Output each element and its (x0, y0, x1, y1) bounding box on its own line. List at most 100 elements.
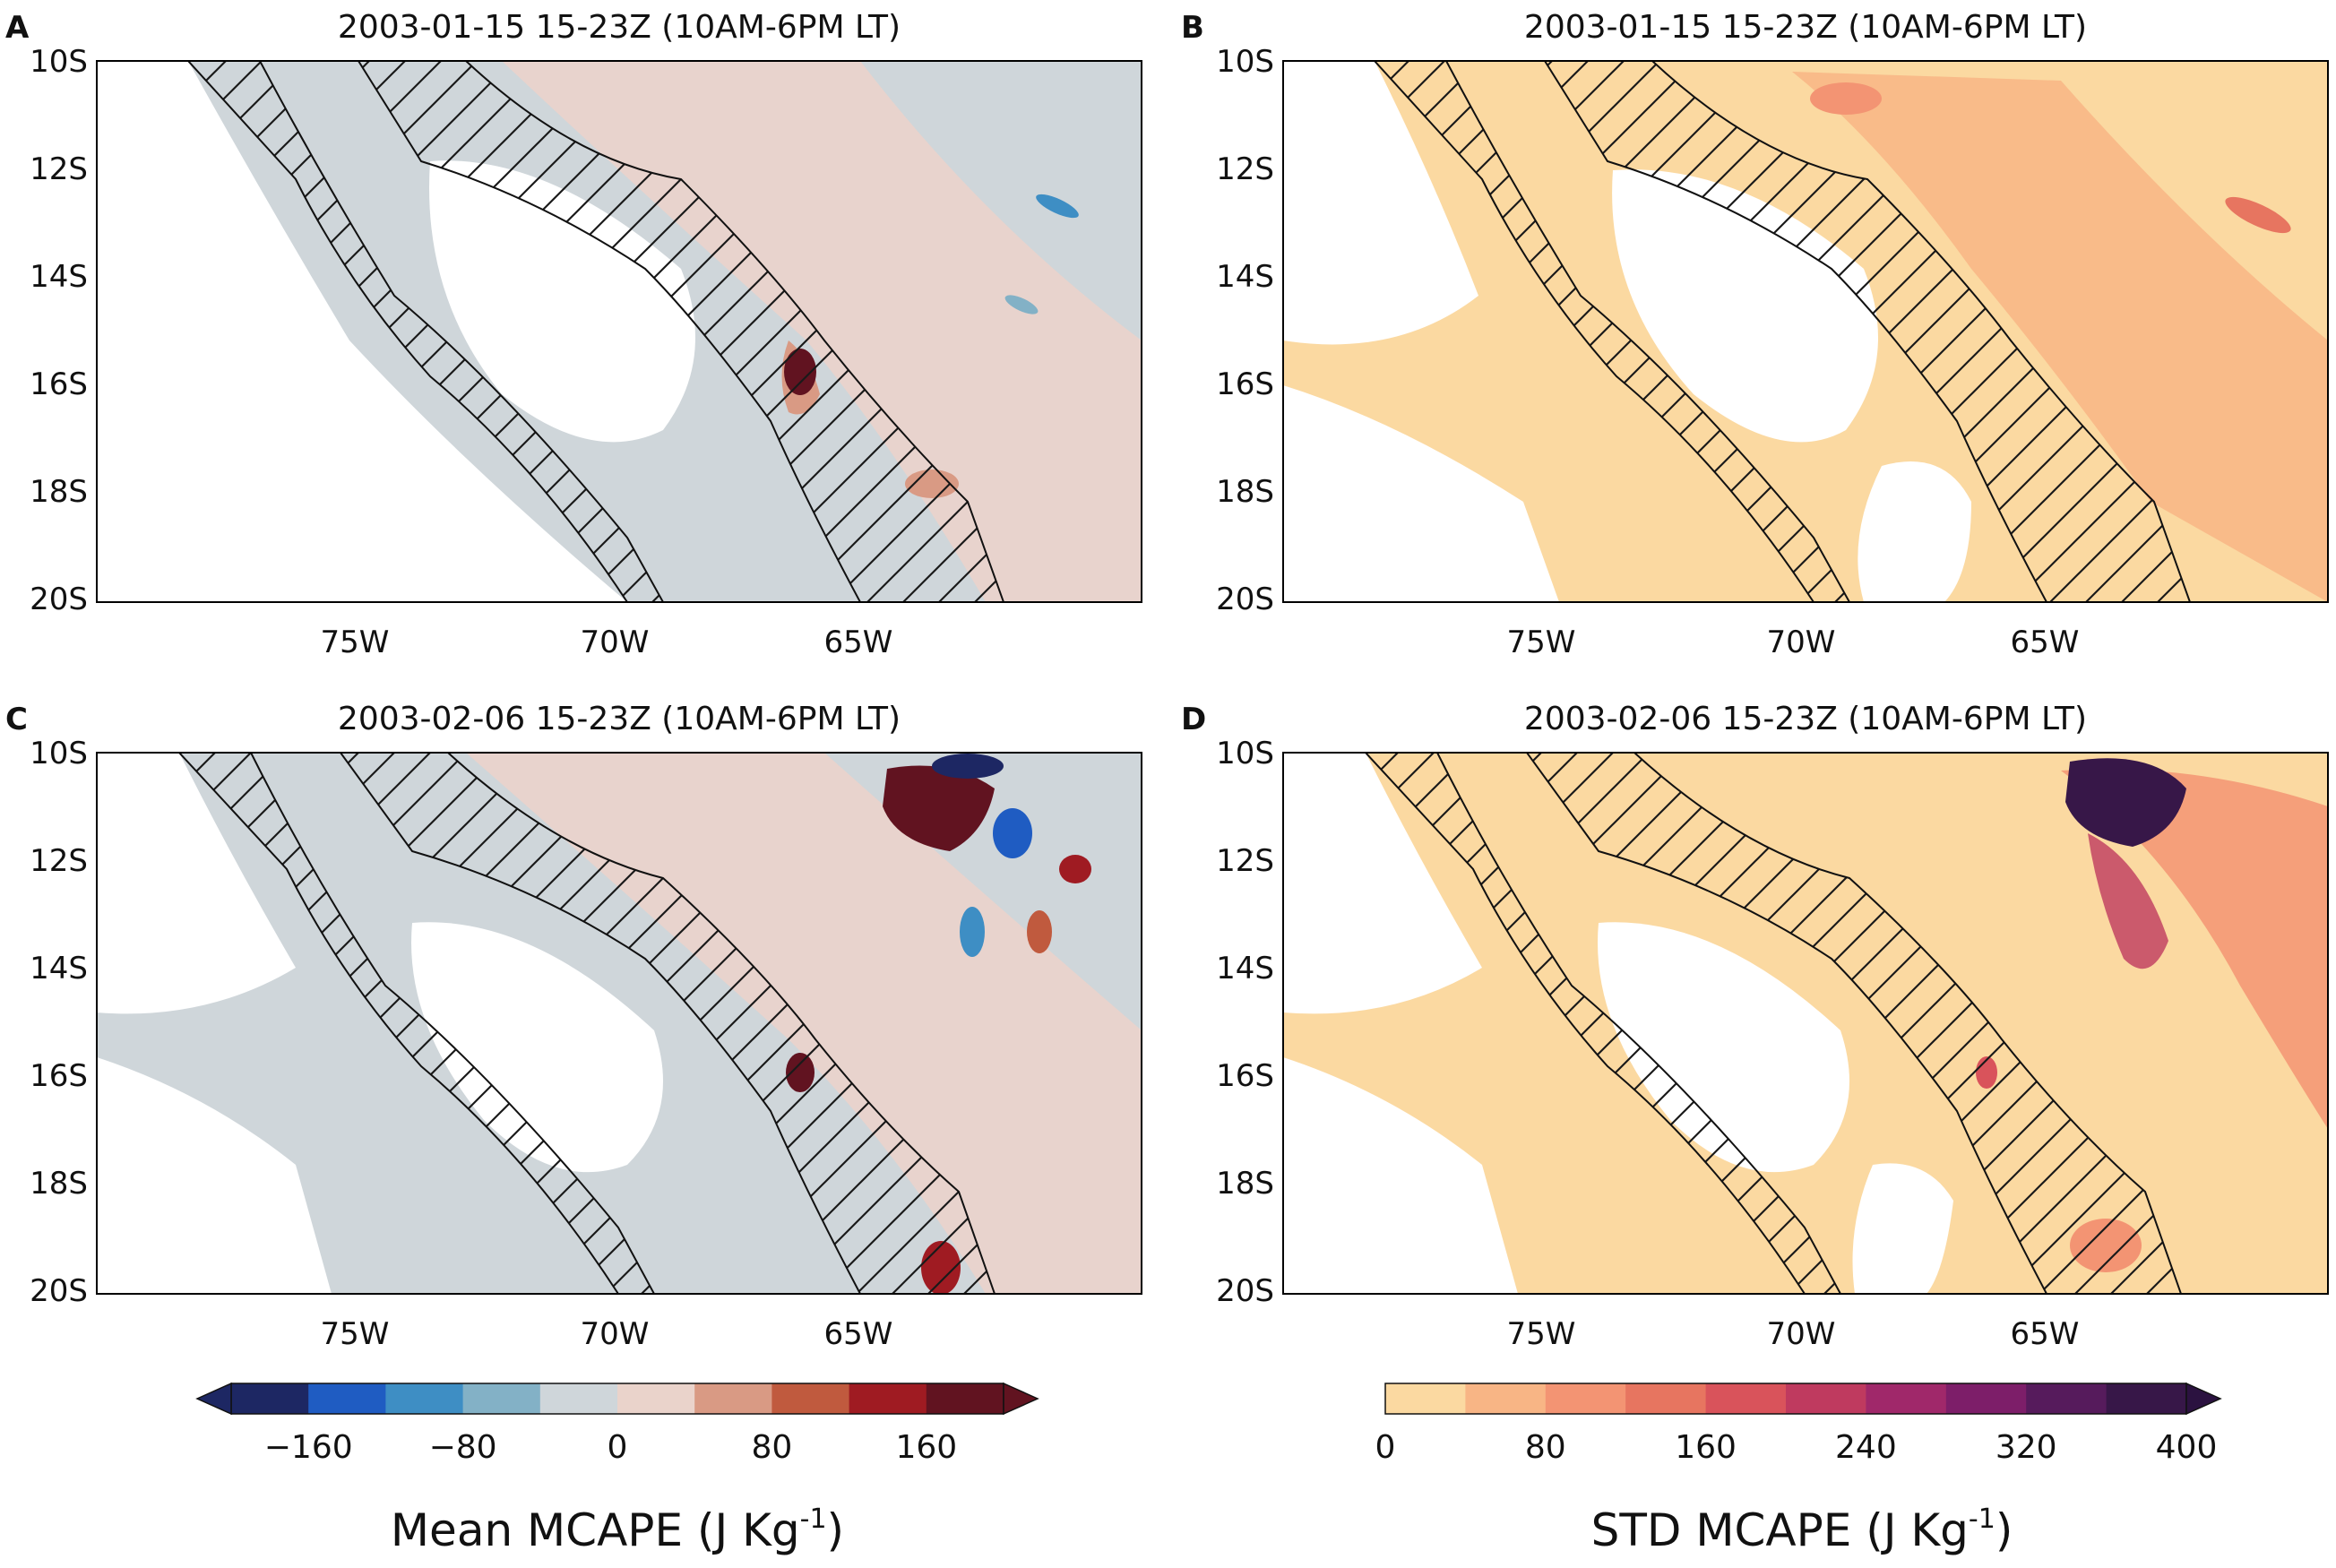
panel-a: A 2003-01-15 15-23Z (10AM-6PM LT) 10S 12… (5, 9, 1142, 660)
colorbar-swatch (2026, 1383, 2108, 1414)
lon-tick-label: 65W (2011, 1316, 2080, 1352)
missing-data-region (411, 922, 663, 1173)
lon-tick-label: 65W (824, 1316, 893, 1352)
lat-tick-label: 16S (30, 1058, 88, 1094)
lon-axis: 75W 70W 65W (321, 1316, 893, 1352)
lat-tick-label: 10S (30, 44, 88, 80)
anomaly-patch (1027, 910, 1052, 953)
lon-axis: 75W 70W 65W (321, 625, 893, 660)
colorbar-swatch (2106, 1383, 2187, 1414)
colorbar-tick-label: 160 (895, 1429, 957, 1466)
colorbar-swatch (231, 1383, 309, 1414)
map-frame (96, 60, 1142, 603)
colorbar-swatch (308, 1383, 386, 1414)
colorbar-tick-label: 400 (2156, 1429, 2218, 1466)
map-field (1283, 61, 2328, 602)
map-frame (1282, 752, 2329, 1295)
colorbar-swatch (1866, 1383, 1947, 1414)
colorbar-extend-high (1003, 1382, 1039, 1416)
andes-hatch (357, 61, 1005, 602)
lat-tick-label: 12S (1216, 843, 1274, 879)
colorbar-tick-label: −160 (264, 1429, 353, 1466)
andes-hatch (1525, 753, 2183, 1294)
lon-tick-label: 70W (581, 625, 650, 660)
colorbar-ticks: −160 −80 0 80 160 (264, 1429, 957, 1466)
lat-tick-label: 20S (1216, 1273, 1274, 1309)
negative-patch (993, 808, 1032, 858)
map-frame (1282, 60, 2329, 603)
lon-tick-label: 70W (1767, 1316, 1836, 1352)
lat-tick-label: 10S (30, 736, 88, 771)
missing-data-region (1852, 1163, 1953, 1294)
std-patch (2088, 833, 2168, 969)
negative-patch (1004, 295, 1039, 314)
colorbar-swatch (771, 1383, 850, 1414)
negative-patch (932, 754, 1004, 779)
missing-data-region (97, 61, 627, 602)
panel-b: B 2003-01-15 15-23Z (10AM-6PM LT) 10S 12… (1181, 9, 2329, 660)
lat-tick-label: 14S (1216, 259, 1274, 295)
lon-tick-label: 70W (581, 1316, 650, 1352)
colorbar-swatch (849, 1383, 927, 1414)
andes-hatch (186, 61, 665, 602)
colorbar-swatch (926, 1383, 1004, 1414)
std-patch (2061, 769, 2328, 1129)
colorbar-swatch (1945, 1383, 2027, 1414)
missing-data-region (1283, 61, 1478, 345)
lat-tick-label: 14S (30, 259, 88, 295)
anomaly-patch (1059, 855, 1091, 883)
lat-tick-label: 16S (1216, 1058, 1274, 1094)
colorbar-std: 0 80 160 240 320 400 STD MCAPE (J Kg-1) (1375, 1382, 2222, 1556)
panel-letter: D (1181, 702, 1206, 737)
lat-tick-label: 20S (30, 582, 88, 617)
lat-tick-label: 18S (1216, 474, 1274, 510)
lat-axis: 10S 12S 14S 16S 18S 20S (30, 736, 88, 1309)
colorbar-tick-label: 0 (608, 1429, 628, 1466)
colorbar-extend-high (2185, 1382, 2222, 1416)
colorbar-swatch (1625, 1383, 1707, 1414)
andes-hatch (339, 753, 996, 1294)
panel-title: 2003-01-15 15-23Z (10AM-6PM LT) (1524, 9, 2087, 46)
missing-data-region (97, 1057, 332, 1294)
colorbar-extend-low (195, 1382, 232, 1416)
colorbar-swatches (230, 1383, 1004, 1415)
lon-axis: 75W 70W 65W (1507, 1316, 2080, 1352)
map-field (97, 61, 1142, 602)
lat-tick-label: 12S (30, 843, 88, 879)
colorbar-tick-label: 320 (1996, 1429, 2057, 1466)
lat-tick-label: 10S (1216, 736, 1274, 771)
colorbar-swatch (1465, 1383, 1547, 1414)
colorbar-swatch (539, 1383, 618, 1414)
map-frame (96, 752, 1142, 1295)
lat-tick-label: 16S (30, 366, 88, 402)
colorbar-swatch (1786, 1383, 1866, 1414)
colorbar-tick-label: 80 (751, 1429, 792, 1466)
panel-title: 2003-02-06 15-23Z (10AM-6PM LT) (1524, 701, 2087, 737)
negative-patch (1036, 194, 1079, 219)
std-patch (1810, 82, 1882, 115)
colorbar-label: STD MCAPE (J Kg-1) (1591, 1503, 2013, 1556)
missing-data-region (1283, 753, 1482, 1014)
colorbar-tick-label: −80 (429, 1429, 497, 1466)
lon-tick-label: 75W (1507, 1316, 1576, 1352)
lat-tick-label: 12S (1216, 151, 1274, 187)
panel-letter: A (5, 10, 30, 46)
andes-hatch (1364, 753, 1842, 1294)
colorbar-tick-label: 80 (1525, 1429, 1566, 1466)
lat-axis: 10S 12S 14S 16S 18S 20S (1216, 44, 1274, 617)
lat-tick-label: 16S (1216, 366, 1274, 402)
std-patch (1792, 72, 2328, 602)
missing-data-region (1283, 385, 1559, 602)
lat-tick-label: 18S (1216, 1166, 1274, 1202)
lat-tick-label: 18S (30, 474, 88, 510)
missing-data-region (1283, 1057, 1518, 1294)
missing-data-region (1598, 922, 1849, 1173)
lon-axis: 75W 70W 65W (1507, 625, 2080, 660)
colorbar-swatch (617, 1383, 695, 1414)
lon-tick-label: 70W (1767, 625, 1836, 660)
lat-tick-label: 10S (1216, 44, 1274, 80)
map-field (97, 753, 1142, 1294)
colorbar-swatch (694, 1383, 772, 1414)
colorbar-swatch (1385, 1383, 1466, 1414)
colorbar-mean: −160 −80 0 80 160 Mean MCAPE (J Kg-1) (195, 1382, 1039, 1556)
